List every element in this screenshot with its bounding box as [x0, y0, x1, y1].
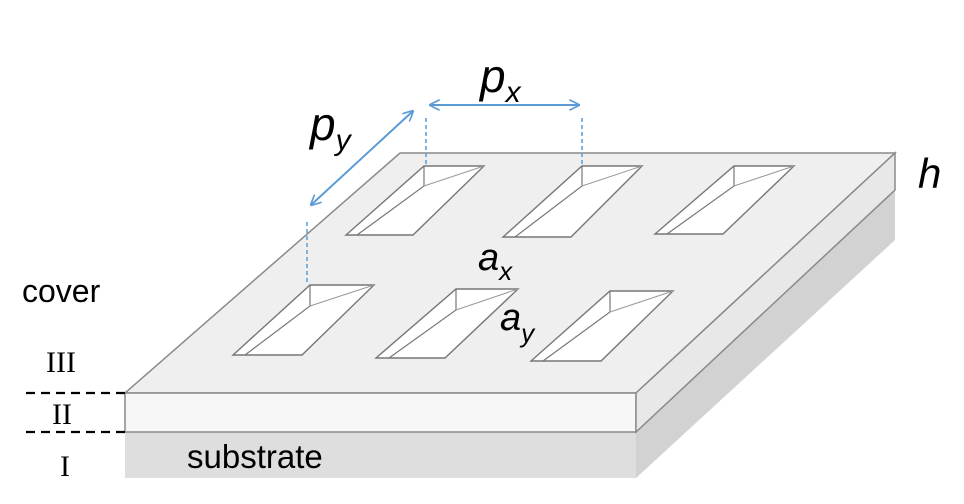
hole: [501, 165, 644, 238]
hole: [374, 288, 520, 359]
period-guides: [306, 118, 583, 285]
hole: [529, 290, 675, 362]
px-label: px: [478, 50, 522, 109]
hole: [653, 165, 796, 235]
hole-row-front: [231, 284, 675, 362]
region-iii-label: III: [46, 346, 76, 379]
substrate-block: [125, 190, 895, 478]
h-label: h: [918, 150, 941, 197]
py-arrow: [311, 111, 413, 205]
ay-label: ay: [500, 297, 536, 348]
substrate-label: substrate: [187, 438, 323, 475]
ax-label: ax: [478, 237, 513, 286]
region-ii-label: II: [52, 398, 72, 431]
hole-row-back: [344, 165, 796, 238]
cover-label: cover: [22, 273, 101, 309]
py-label: py: [308, 98, 353, 157]
region-i-label: I: [60, 450, 70, 483]
hole: [231, 284, 376, 356]
layer-boundaries: [26, 391, 125, 434]
